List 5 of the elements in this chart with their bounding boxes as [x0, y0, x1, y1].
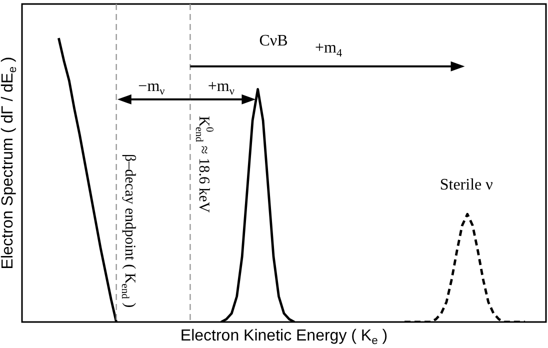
y-axis-title: Electron Spectrum ( dΓ / dEe )	[0, 56, 19, 270]
text: Kend0 ≈ 18.6 keV	[192, 116, 214, 213]
annotation: Sterile ν	[440, 176, 493, 194]
text: β–decay endpoint ( Kend )	[119, 154, 138, 308]
annotation: CνB	[259, 32, 288, 50]
